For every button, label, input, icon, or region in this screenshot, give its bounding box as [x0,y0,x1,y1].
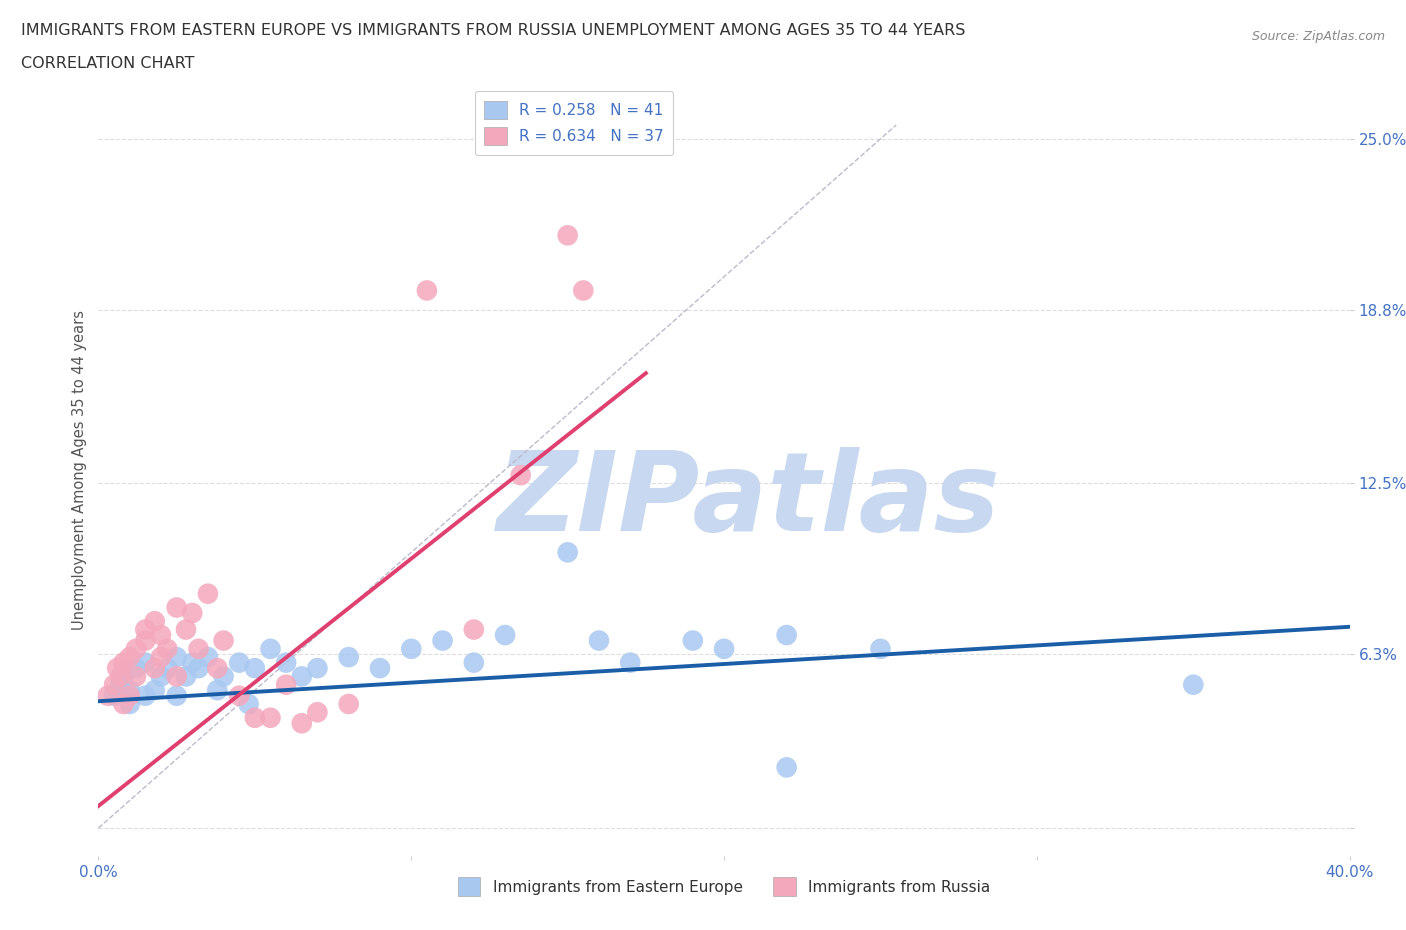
Point [103,688,125,703]
Point [212,669,235,684]
Point [166,650,188,665]
Point [112,697,135,711]
Point [156,660,179,675]
Point [110,677,132,692]
Point [134,688,156,703]
Point [150,650,173,665]
Point [509,468,531,483]
Point [134,633,156,648]
Point [197,586,219,601]
Point [713,642,735,657]
Point [166,600,188,615]
Point [228,656,250,671]
Point [207,683,229,698]
Point [150,628,173,643]
Point [143,614,166,629]
Text: CORRELATION CHART: CORRELATION CHART [21,56,194,71]
Point [103,677,125,692]
Point [174,622,197,637]
Point [401,642,423,657]
Point [572,283,595,298]
Point [416,283,439,298]
Point [238,697,260,711]
Y-axis label: Unemployment Among Ages 35 to 44 years: Unemployment Among Ages 35 to 44 years [72,310,87,630]
Point [174,669,197,684]
Point [291,716,314,731]
Point [166,669,188,684]
Point [337,697,360,711]
Point [110,669,132,684]
Point [228,688,250,703]
Point [134,622,156,637]
Point [112,669,135,684]
Point [197,650,219,665]
Point [274,677,298,692]
Point [776,628,799,643]
Point [1182,677,1205,692]
Point [682,633,704,648]
Point [134,656,156,671]
Point [207,660,229,675]
Point [307,660,329,675]
Point [166,688,188,703]
Point [112,656,135,671]
Point [588,633,610,648]
Point [291,669,314,684]
Point [181,605,204,620]
Point [125,642,148,657]
Point [97,688,120,703]
Point [187,642,209,657]
Point [125,660,148,675]
Point [143,683,166,698]
Point [187,660,209,675]
Point [494,628,516,643]
Point [463,622,485,637]
Point [156,642,179,657]
Text: ZIPatlas: ZIPatlas [498,447,1001,554]
Point [259,642,281,657]
Point [118,683,141,698]
Point [337,650,360,665]
Point [125,669,148,684]
Text: Source: ZipAtlas.com: Source: ZipAtlas.com [1251,30,1385,43]
Point [118,650,141,665]
Point [557,545,579,560]
Point [118,697,141,711]
Text: IMMIGRANTS FROM EASTERN EUROPE VS IMMIGRANTS FROM RUSSIA UNEMPLOYMENT AMONG AGES: IMMIGRANTS FROM EASTERN EUROPE VS IMMIGR… [21,23,966,38]
Point [619,656,641,671]
Point [463,656,485,671]
Point [105,660,128,675]
Point [181,656,204,671]
Point [307,705,329,720]
Point [557,228,579,243]
Point [118,688,141,703]
Point [243,711,266,725]
Point [368,660,391,675]
Point [150,669,173,684]
Legend: Immigrants from Eastern Europe, Immigrants from Russia: Immigrants from Eastern Europe, Immigran… [451,871,997,902]
Point [212,633,235,648]
Point [259,711,281,725]
Point [432,633,454,648]
Point [274,656,298,671]
Point [776,760,799,775]
Point [869,642,891,657]
Point [243,660,266,675]
Point [143,660,166,675]
